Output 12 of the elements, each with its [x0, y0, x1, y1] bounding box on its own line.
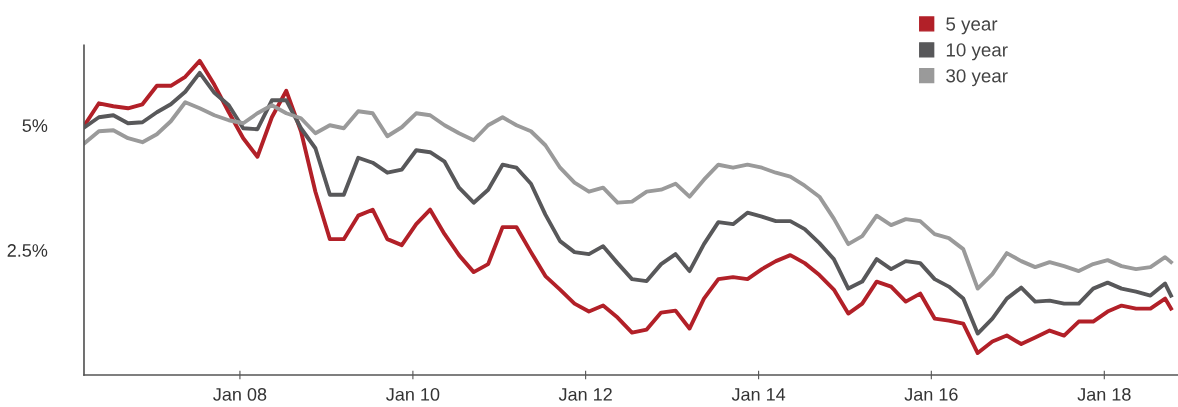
x-tick-label: Jan 08	[213, 387, 267, 401]
legend-label: 30 year	[946, 69, 1008, 87]
line-series	[83, 100, 1173, 291]
x-tick-label: Jan 18	[1077, 387, 1131, 401]
legend-label: 10 year	[946, 43, 1008, 61]
legend-label: 5 year	[946, 17, 998, 35]
x-tick-label: Jan 12	[558, 387, 612, 401]
x-tick-label: Jan 10	[386, 387, 440, 401]
x-tick-label: Jan 14	[731, 388, 786, 401]
y-tick-label: 2.5%	[7, 244, 48, 257]
x-tick-label: Jan 16	[904, 387, 958, 401]
y-tick-label: 5%	[22, 119, 48, 132]
